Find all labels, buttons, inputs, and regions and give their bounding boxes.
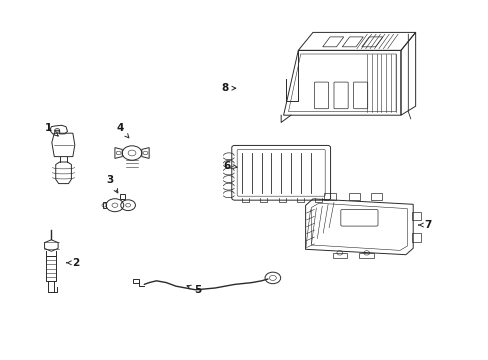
Text: 8: 8 [221,83,235,93]
Text: 6: 6 [224,161,237,171]
Text: 5: 5 [186,285,201,295]
Text: 4: 4 [116,123,129,138]
Text: 7: 7 [418,220,431,230]
Text: 3: 3 [106,175,118,193]
Text: 2: 2 [66,258,79,268]
Text: 1: 1 [45,123,58,136]
